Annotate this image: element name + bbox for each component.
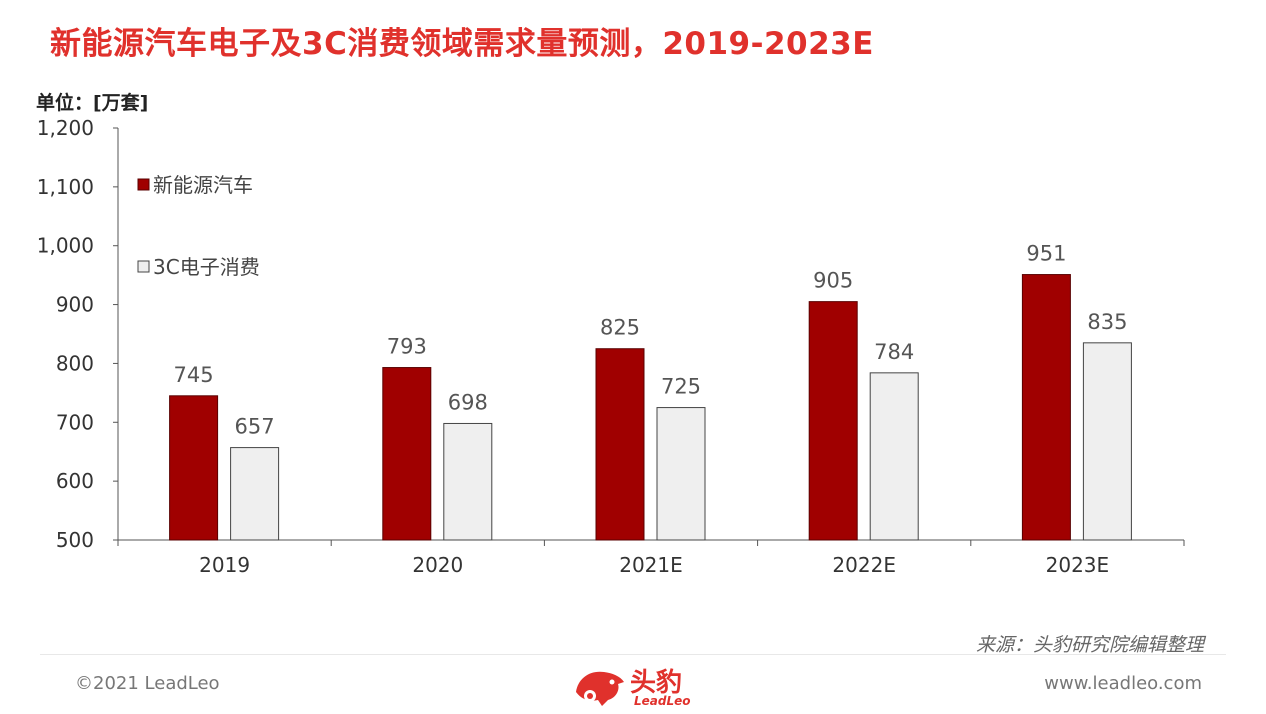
chart-title: 新能源汽车电子及3C消费领域需求量预测，2019-2023E [50, 26, 874, 62]
y-tick-label: 600 [56, 469, 94, 493]
logo-text: 头豹 [630, 668, 683, 698]
bar-series-1 [808, 301, 858, 541]
footer-divider [40, 654, 1226, 655]
data-label: 657 [235, 415, 275, 439]
leadleo-logo: 头豹 LeadLeo [572, 662, 698, 712]
logo-subtext: LeadLeo [634, 694, 691, 708]
data-label: 951 [1026, 242, 1066, 266]
legend-swatch [137, 178, 150, 191]
data-label: 793 [387, 335, 427, 359]
y-tick-label: 700 [56, 410, 94, 434]
leopard-icon [576, 671, 624, 706]
data-label: 835 [1087, 310, 1127, 334]
source-note: 来源：头豹研究院编辑整理 [975, 634, 1204, 656]
x-tick-label: 2023E [1046, 553, 1110, 577]
legend-label: 3C电子消费 [153, 255, 260, 279]
y-tick-label: 500 [56, 528, 94, 552]
data-label: 905 [813, 269, 853, 293]
y-tick-label: 1,100 [37, 175, 94, 199]
legend-label: 新能源汽车 [153, 173, 253, 197]
copyright-text: ©2021 LeadLeo [75, 673, 220, 694]
data-label: 745 [174, 363, 214, 387]
x-tick-label: 2021E [619, 553, 683, 577]
y-tick-label: 1,200 [37, 116, 94, 140]
bar-series-2 [656, 407, 706, 541]
legend-swatch [137, 260, 150, 273]
data-label: 725 [661, 375, 701, 399]
y-tick-label: 800 [56, 351, 94, 375]
bar-series-2 [230, 447, 280, 541]
bar-chart: 500 600 700 800 900 1,000 1,100 1,200 2019 745 657… [37, 116, 1185, 577]
bar-series-1 [169, 395, 219, 541]
x-tick-label: 2022E [832, 553, 896, 577]
website-link[interactable]: www.leadleo.com [1044, 673, 1202, 694]
x-tick-label: 2020 [412, 553, 463, 577]
data-label: 784 [874, 340, 914, 364]
bar-series-2 [1082, 342, 1132, 541]
bar-series-2 [443, 422, 493, 541]
bar-series-2 [869, 372, 919, 541]
data-label: 825 [600, 316, 640, 340]
bar-series-1 [595, 348, 645, 541]
bar-series-1 [1021, 274, 1071, 541]
bar-series-1 [382, 367, 432, 541]
data-label: 698 [448, 390, 488, 414]
y-tick-label: 1,000 [37, 234, 94, 258]
unit-label: 单位：[万套] [36, 92, 149, 114]
y-tick-label: 900 [56, 293, 94, 317]
x-tick-label: 2019 [199, 553, 250, 577]
